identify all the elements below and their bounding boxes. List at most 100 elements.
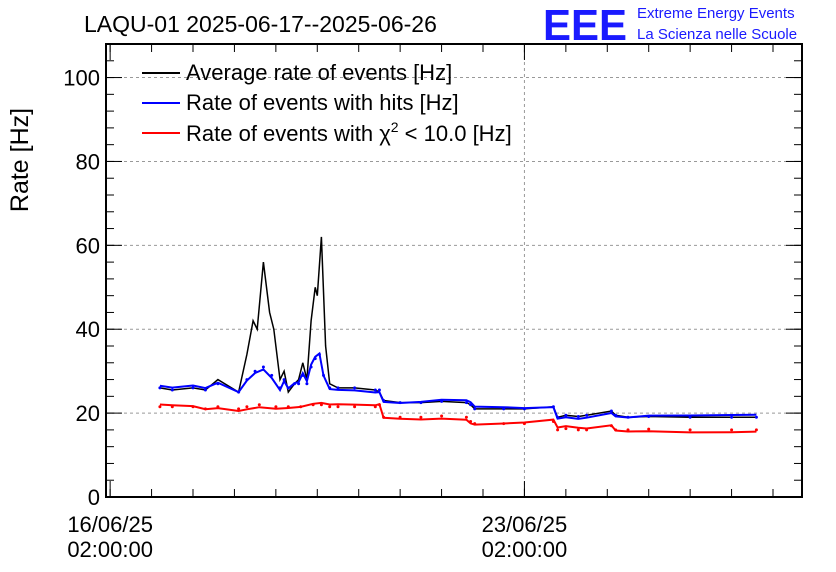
series-point-hits xyxy=(282,378,286,382)
series-point-hits xyxy=(293,382,296,386)
series-point-chi2 xyxy=(556,428,560,432)
x-tick-label-date: 16/06/25 xyxy=(67,512,153,537)
series-point-hits xyxy=(473,407,477,411)
series-line-chi2 xyxy=(159,401,757,434)
legend-label-hits: Rate of events with hits [Hz] xyxy=(186,90,459,115)
x-tick-label-time: 02:00:00 xyxy=(482,537,568,562)
series-point-hits xyxy=(688,415,692,419)
series-point-chi2 xyxy=(158,405,162,409)
series-point-hits xyxy=(464,401,468,405)
series-point-hits xyxy=(328,386,332,390)
series-point-chi2 xyxy=(382,415,386,419)
series-point-hits xyxy=(377,388,381,392)
series-point-hits xyxy=(237,390,241,394)
series-point-chi2 xyxy=(419,415,423,419)
series-point-hits xyxy=(253,369,257,373)
series-point-chi2 xyxy=(730,428,734,432)
series-line-hits xyxy=(159,351,757,420)
series-point-chi2 xyxy=(257,403,261,407)
series-point-chi2 xyxy=(551,420,555,423)
axis-ticks xyxy=(106,43,802,498)
logo-line-1: Extreme Energy Events xyxy=(637,5,795,22)
series-point-hits xyxy=(170,388,174,392)
series-point-chi2 xyxy=(522,422,526,426)
series-point-hits xyxy=(261,365,265,369)
series-point-hits xyxy=(551,405,555,409)
series-point-chi2 xyxy=(464,415,468,419)
series-point-hits xyxy=(270,373,274,377)
series-point-chi2 xyxy=(398,415,402,419)
series-point-chi2 xyxy=(647,427,651,431)
series-point-chi2 xyxy=(274,405,278,409)
y-tick-label: 100 xyxy=(63,66,100,91)
series-point-hits xyxy=(754,415,758,419)
grid-lines xyxy=(106,44,802,497)
series-point-hits xyxy=(297,382,301,386)
series-point-hits xyxy=(373,388,377,392)
series-point-chi2 xyxy=(237,407,241,411)
series-point-chi2 xyxy=(564,427,568,431)
series-point-chi2 xyxy=(609,424,613,428)
series-point-hits xyxy=(245,378,249,382)
x-tick-label-date: 23/06/25 xyxy=(482,512,568,537)
series-point-chi2 xyxy=(319,403,323,407)
series-point-hits xyxy=(647,415,651,418)
series-point-chi2 xyxy=(754,428,758,432)
series-point-chi2 xyxy=(336,405,340,409)
logo-line-2: La Scienza nelle Scuole xyxy=(637,26,797,43)
plot-frame xyxy=(105,43,803,498)
tick-labels: 02040608010016/06/2502:00:0023/06/2502:0… xyxy=(63,66,567,562)
series-point-chi2 xyxy=(614,428,618,432)
series-point-hits xyxy=(158,386,162,390)
series-point-hits xyxy=(309,365,313,369)
series-point-hits xyxy=(322,373,325,377)
x-tick-label-time: 02:00:00 xyxy=(67,537,153,562)
series-point-hits xyxy=(203,388,207,392)
y-tick-label: 20 xyxy=(76,401,100,426)
series-point-chi2 xyxy=(585,428,589,432)
series-point-hits xyxy=(440,399,444,403)
series-point-chi2 xyxy=(286,405,290,409)
series-point-hits xyxy=(502,407,506,411)
series-point-chi2 xyxy=(377,403,381,407)
series-point-hits xyxy=(419,401,423,405)
series-point-hits xyxy=(576,415,580,418)
legend-label-chi2: Rate of events with χ2 < 10.0 [Hz] xyxy=(186,119,512,146)
series-point-chi2 xyxy=(502,422,506,426)
series-point-hits xyxy=(191,386,195,390)
series-point-chi2 xyxy=(473,422,477,426)
series-point-chi2 xyxy=(299,405,303,409)
series-point-hits xyxy=(301,373,305,377)
series-point-hits xyxy=(317,352,321,356)
series-point-chi2 xyxy=(373,405,377,409)
y-tick-label: 40 xyxy=(76,317,100,342)
legend-chi2-post: < 10.0 [Hz] xyxy=(399,121,512,146)
series-point-hits xyxy=(556,415,560,419)
series-point-chi2 xyxy=(469,420,473,423)
series-point-hits xyxy=(609,409,613,413)
series-point-chi2 xyxy=(311,403,315,407)
series-point-hits xyxy=(216,382,220,386)
series-point-hits xyxy=(585,413,589,417)
y-tick-label: 0 xyxy=(88,485,100,510)
series-point-chi2 xyxy=(576,428,580,432)
series-point-hits xyxy=(305,382,309,386)
series-point-hits xyxy=(313,357,317,361)
series-point-chi2 xyxy=(245,405,249,409)
legend-chi2-sup: 2 xyxy=(391,119,399,135)
series-point-chi2 xyxy=(626,428,630,432)
series-point-chi2 xyxy=(440,414,444,418)
legend-label-average: Average rate of events [Hz] xyxy=(186,60,452,85)
series-layer xyxy=(158,236,758,434)
series-point-chi2 xyxy=(353,405,357,409)
series-point-hits xyxy=(730,415,734,419)
eee-logo: EEE xyxy=(543,1,627,50)
series-point-chi2 xyxy=(170,405,174,409)
series-point-chi2 xyxy=(328,405,332,409)
y-tick-label: 80 xyxy=(76,149,100,174)
series-point-hits xyxy=(522,407,526,411)
series-point-hits xyxy=(398,401,402,405)
series-point-chi2 xyxy=(216,405,220,409)
series-point-hits xyxy=(336,386,340,390)
